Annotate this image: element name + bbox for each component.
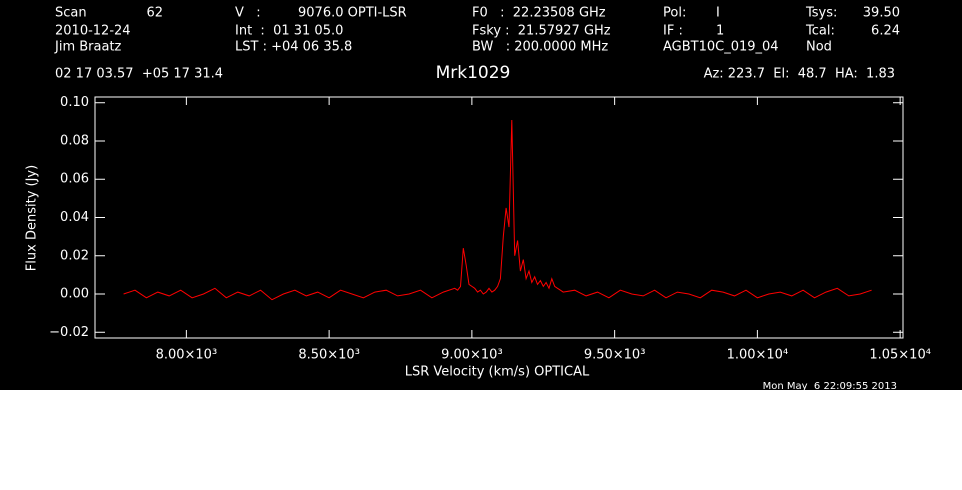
header-text: Tcal: xyxy=(805,24,835,39)
header-text: Tsys: xyxy=(805,6,837,21)
header-text: 1 xyxy=(716,24,724,39)
timestamp: Mon May 6 22:09:55 2013 xyxy=(763,381,897,392)
header-text: F0 : 22.23508 GHz xyxy=(472,6,606,21)
header-text: LST : +04 06 35.8 xyxy=(235,40,352,55)
x-tick-label: 1.05×10⁴ xyxy=(869,348,931,363)
y-axis-label: Flux Density (Jy) xyxy=(25,165,40,271)
header-text: Scan xyxy=(55,6,87,21)
x-tick-label: 9.50×10³ xyxy=(584,348,646,363)
x-axis-label: LSR Velocity (km/s) OPTICAL xyxy=(405,365,590,380)
header-text: 6.24 xyxy=(871,24,900,39)
header-text: 9076.0 OPTI-LSR xyxy=(298,6,407,21)
header-text: 39.50 xyxy=(863,6,900,21)
y-tick-label: 0.08 xyxy=(60,133,89,148)
chart-title: Mrk1029 xyxy=(436,63,511,83)
header-text: Int : 01 31 05.0 xyxy=(235,24,343,39)
y-tick-label: 0.00 xyxy=(60,287,89,302)
header-text: 62 xyxy=(146,6,163,21)
plot-background xyxy=(0,0,962,390)
x-tick-label: 9.00×10³ xyxy=(441,348,503,363)
x-tick-label: 1.00×10⁴ xyxy=(727,348,789,363)
header-text: 02 17 03.57 +05 17 31.4 xyxy=(55,67,223,82)
header-text: IF : xyxy=(663,24,683,39)
y-tick-label: 0.06 xyxy=(60,172,89,187)
header-text: Nod xyxy=(806,40,832,55)
y-tick-label: 0.04 xyxy=(60,210,89,225)
header-text: Az: 223.7 El: 48.7 HA: 1.83 xyxy=(704,67,895,82)
y-tick-label: 0.10 xyxy=(60,95,89,110)
header-text: BW : 200.0000 MHz xyxy=(472,40,608,55)
header-text: AGBT10C_019_04 xyxy=(663,40,779,55)
header-text: Fsky : 21.57927 GHz xyxy=(472,24,611,39)
header-text: I xyxy=(716,6,720,21)
header-text: 2010-12-24 xyxy=(55,24,131,39)
header-text: Pol: xyxy=(663,6,686,21)
spectrum-line xyxy=(123,119,872,301)
x-tick-label: 8.00×10³ xyxy=(156,348,218,363)
y-tick-label: 0.02 xyxy=(60,248,89,263)
y-tick-label: −0.02 xyxy=(49,325,89,340)
x-tick-label: 8.50×10³ xyxy=(298,348,360,363)
header-text: Jim Braatz xyxy=(54,40,122,55)
header-text: V : xyxy=(235,6,261,21)
